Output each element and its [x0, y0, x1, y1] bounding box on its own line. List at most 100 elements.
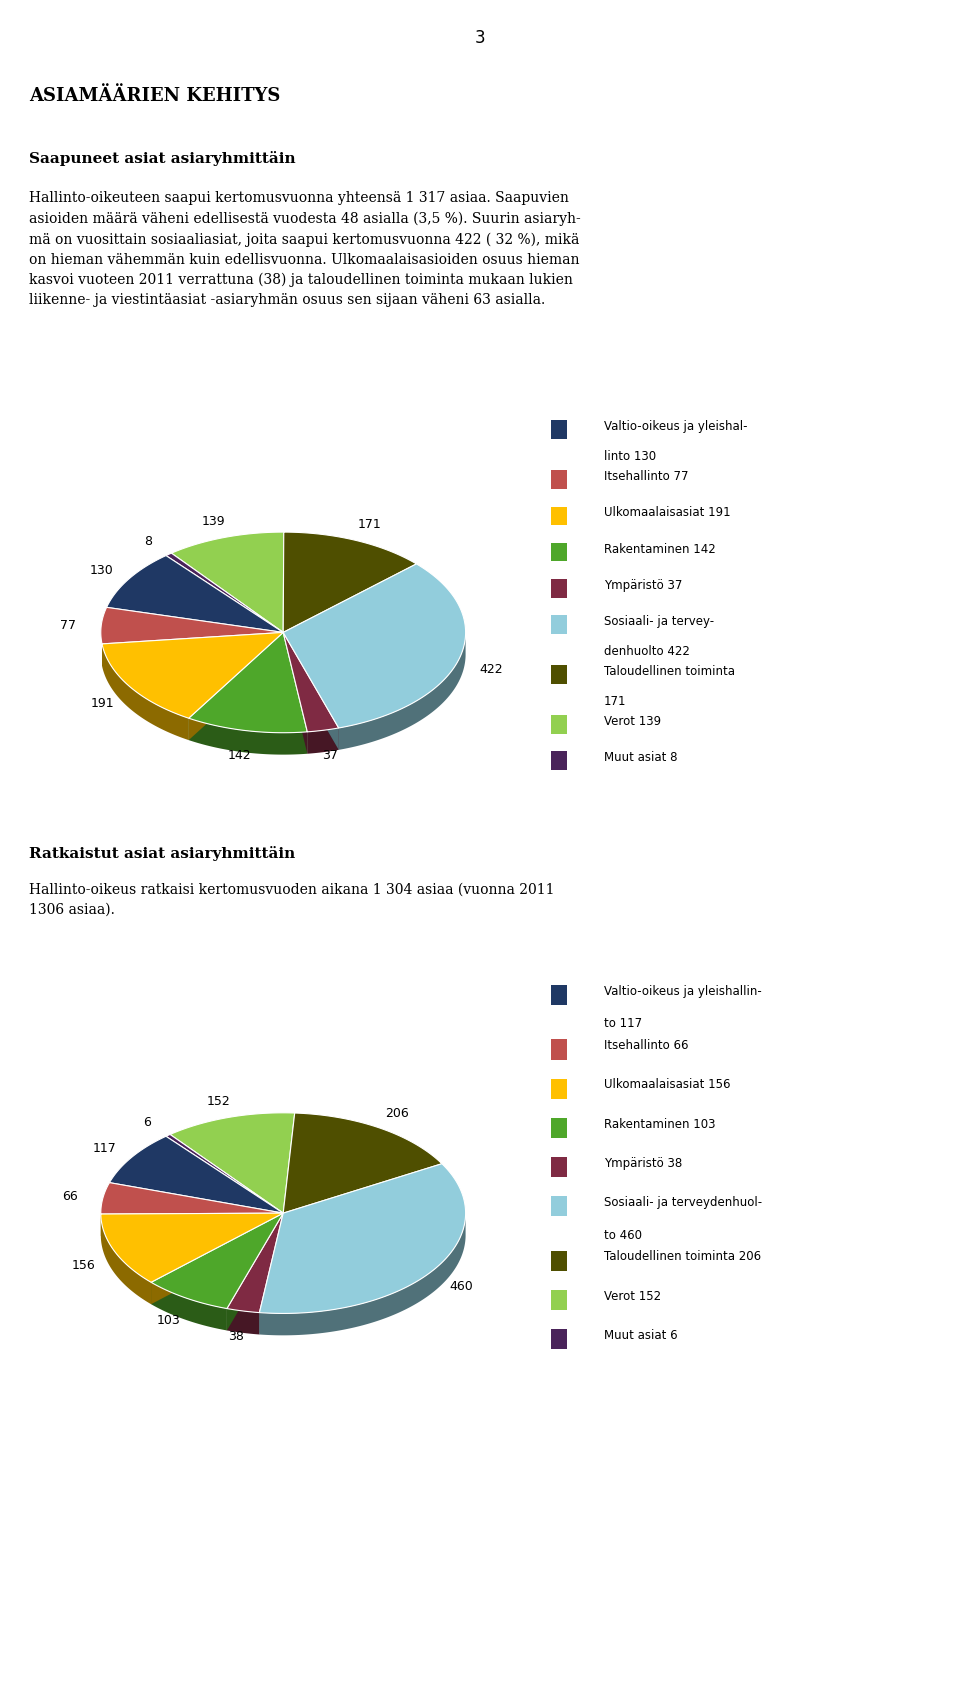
FancyBboxPatch shape	[551, 507, 566, 526]
Text: 38: 38	[228, 1328, 244, 1342]
Text: Valtio-oikeus ja yleishallin-: Valtio-oikeus ja yleishallin-	[604, 985, 761, 997]
Polygon shape	[151, 1282, 227, 1331]
Text: Muut asiat 8: Muut asiat 8	[604, 751, 677, 763]
Text: Ympäristö 37: Ympäristö 37	[604, 579, 682, 591]
Text: 3: 3	[474, 29, 486, 46]
Text: linto 130: linto 130	[604, 451, 656, 463]
Text: ASIAMÄÄRIEN KEHITYS: ASIAMÄÄRIEN KEHITYS	[29, 87, 280, 104]
Polygon shape	[189, 633, 307, 734]
FancyBboxPatch shape	[551, 1079, 566, 1099]
FancyBboxPatch shape	[551, 1118, 566, 1139]
FancyBboxPatch shape	[551, 543, 566, 562]
FancyBboxPatch shape	[551, 1040, 566, 1060]
Polygon shape	[189, 719, 307, 754]
Polygon shape	[283, 633, 339, 751]
Text: Itsehallinto 77: Itsehallinto 77	[604, 469, 688, 483]
Text: to 460: to 460	[604, 1227, 641, 1241]
Text: Ratkaistut asiat asiaryhmittäin: Ratkaistut asiat asiaryhmittäin	[29, 847, 295, 860]
Text: Rakentaminen 103: Rakentaminen 103	[604, 1116, 715, 1130]
FancyBboxPatch shape	[551, 715, 566, 734]
Polygon shape	[166, 553, 283, 633]
Polygon shape	[101, 1214, 283, 1282]
Text: Hallinto-oikeuteen saapui kertomusvuonna yhteensä 1 317 asiaa. Saapuvien
asioide: Hallinto-oikeuteen saapui kertomusvuonna…	[29, 191, 581, 307]
Text: Verot 152: Verot 152	[604, 1289, 660, 1302]
Polygon shape	[170, 1113, 295, 1214]
Text: 66: 66	[62, 1190, 79, 1202]
FancyBboxPatch shape	[551, 1251, 566, 1272]
FancyBboxPatch shape	[551, 422, 566, 440]
Polygon shape	[102, 633, 283, 719]
Text: Taloudellinen toiminta 206: Taloudellinen toiminta 206	[604, 1250, 760, 1263]
FancyBboxPatch shape	[551, 1197, 566, 1217]
Text: 142: 142	[228, 749, 251, 761]
Text: 103: 103	[156, 1314, 180, 1326]
FancyBboxPatch shape	[551, 1330, 566, 1350]
Text: 8: 8	[144, 534, 152, 548]
Text: Rakentaminen 142: Rakentaminen 142	[604, 543, 715, 555]
Text: 139: 139	[202, 514, 226, 527]
Polygon shape	[227, 1214, 283, 1313]
Text: Ympäristö 38: Ympäristö 38	[604, 1156, 682, 1169]
Polygon shape	[283, 633, 307, 754]
Polygon shape	[227, 1214, 283, 1331]
Text: 152: 152	[207, 1094, 230, 1108]
Text: 130: 130	[89, 563, 113, 577]
Polygon shape	[102, 645, 189, 741]
Text: 77: 77	[60, 618, 77, 632]
Polygon shape	[283, 633, 339, 751]
Text: 117: 117	[92, 1140, 116, 1154]
Polygon shape	[101, 1214, 283, 1236]
Polygon shape	[189, 633, 283, 741]
FancyBboxPatch shape	[551, 985, 566, 1005]
Text: Ulkomaalaisasiat 156: Ulkomaalaisasiat 156	[604, 1077, 731, 1091]
Polygon shape	[259, 1214, 283, 1335]
Polygon shape	[166, 1135, 283, 1214]
Text: Sosiaali- ja terveydenhuol-: Sosiaali- ja terveydenhuol-	[604, 1195, 762, 1209]
Text: 6: 6	[143, 1115, 151, 1128]
Polygon shape	[101, 1183, 283, 1214]
Text: 460: 460	[450, 1280, 473, 1292]
Polygon shape	[151, 1214, 283, 1304]
Text: Hallinto-oikeus ratkaisi kertomusvuoden aikana 1 304 asiaa (vuonna 2011
1306 asi: Hallinto-oikeus ratkaisi kertomusvuoden …	[29, 883, 554, 917]
Text: to 117: to 117	[604, 1017, 642, 1029]
Polygon shape	[102, 633, 283, 666]
FancyBboxPatch shape	[551, 579, 566, 597]
Text: 171: 171	[604, 695, 626, 708]
Polygon shape	[227, 1214, 283, 1331]
Text: denhuolto 422: denhuolto 422	[604, 645, 689, 657]
Text: 422: 422	[480, 662, 503, 676]
Text: Muut asiat 6: Muut asiat 6	[604, 1328, 677, 1342]
Polygon shape	[151, 1214, 283, 1304]
FancyBboxPatch shape	[551, 471, 566, 490]
Polygon shape	[339, 633, 466, 751]
Text: Valtio-oikeus ja yleishal-: Valtio-oikeus ja yleishal-	[604, 420, 747, 434]
Polygon shape	[189, 633, 283, 741]
FancyBboxPatch shape	[551, 753, 566, 770]
FancyBboxPatch shape	[551, 616, 566, 635]
Text: 191: 191	[90, 696, 114, 710]
FancyBboxPatch shape	[551, 666, 566, 685]
Polygon shape	[307, 729, 339, 754]
Polygon shape	[283, 565, 466, 729]
Text: 171: 171	[357, 519, 381, 531]
Polygon shape	[172, 533, 284, 633]
Polygon shape	[283, 633, 339, 732]
Text: Itsehallinto 66: Itsehallinto 66	[604, 1038, 688, 1052]
Polygon shape	[101, 1214, 151, 1304]
Polygon shape	[259, 1214, 466, 1335]
Polygon shape	[101, 608, 283, 645]
Text: 206: 206	[386, 1106, 409, 1120]
Polygon shape	[107, 556, 283, 633]
FancyBboxPatch shape	[551, 1290, 566, 1311]
Text: 156: 156	[72, 1258, 96, 1272]
Polygon shape	[109, 1137, 283, 1214]
Polygon shape	[227, 1309, 259, 1335]
Text: 37: 37	[323, 749, 338, 761]
Polygon shape	[283, 533, 417, 633]
Text: Saapuneet asiat asiaryhmittäin: Saapuneet asiat asiaryhmittäin	[29, 152, 296, 166]
Polygon shape	[259, 1164, 466, 1314]
Text: Taloudellinen toiminta: Taloudellinen toiminta	[604, 664, 734, 678]
Polygon shape	[283, 1113, 442, 1214]
Polygon shape	[283, 633, 307, 754]
Text: Ulkomaalaisasiat 191: Ulkomaalaisasiat 191	[604, 507, 731, 519]
